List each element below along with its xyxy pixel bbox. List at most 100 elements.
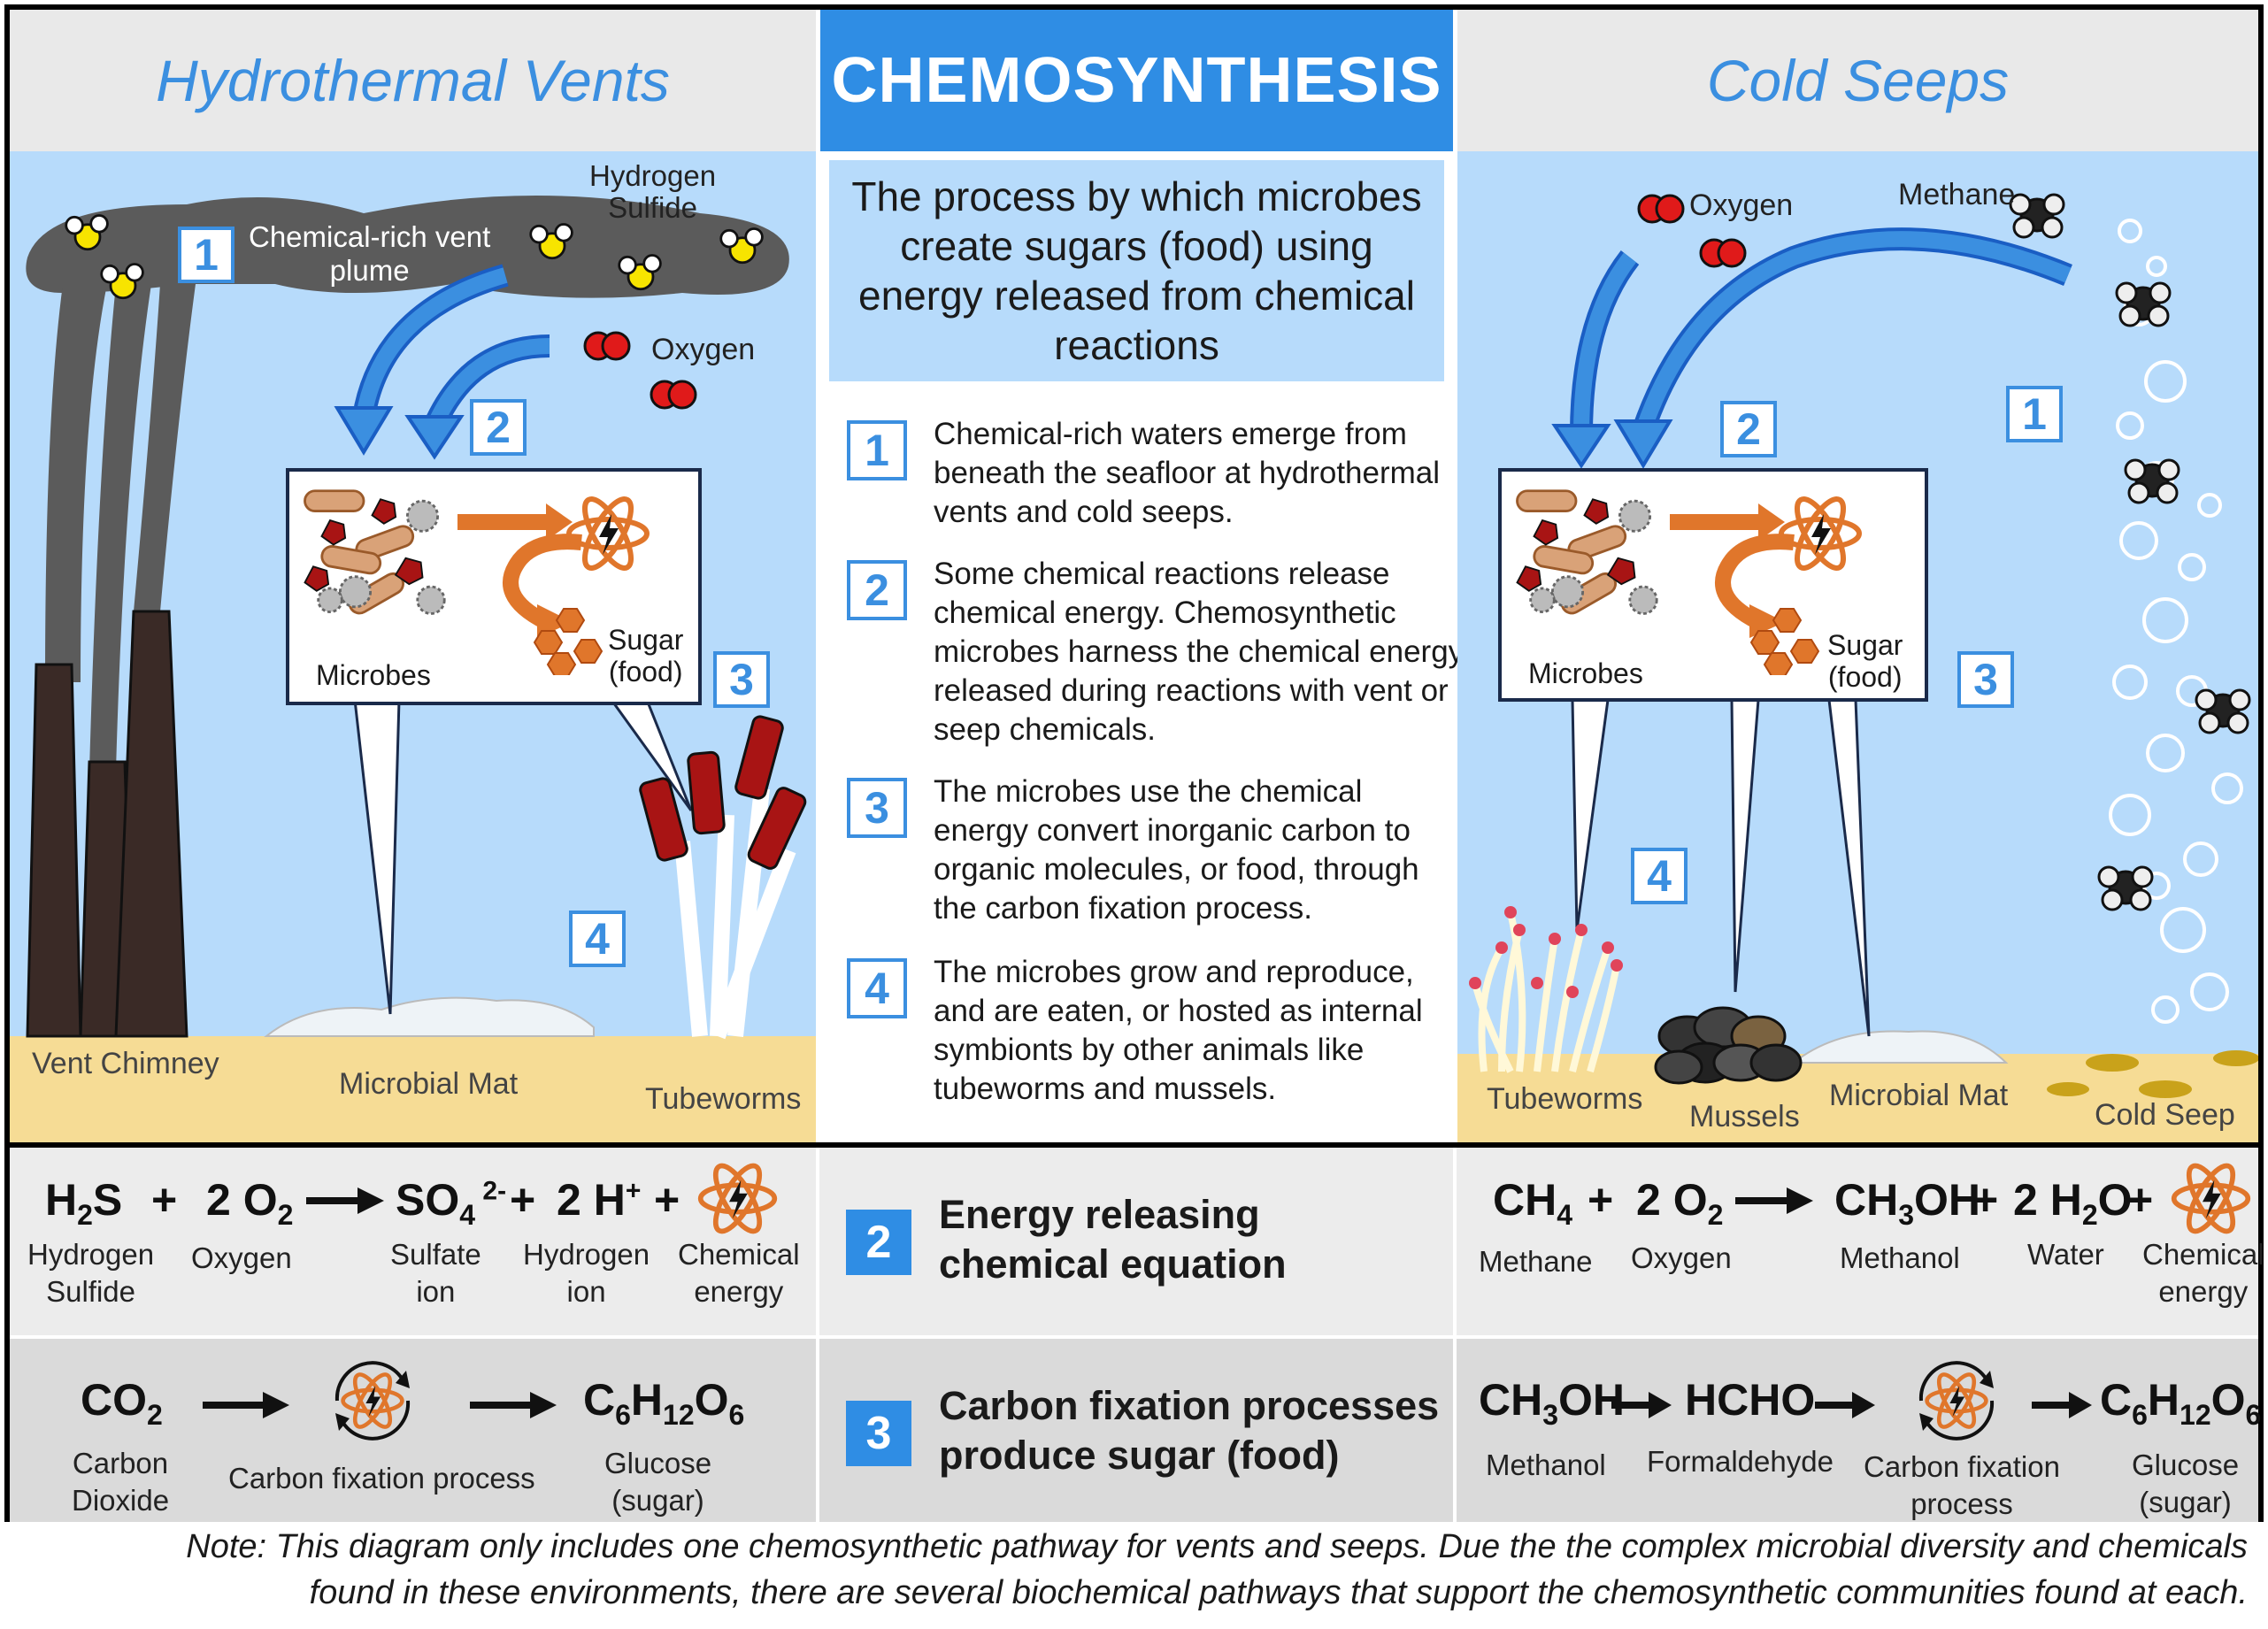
arrow-icon — [1815, 1392, 1875, 1418]
methanol-label: Methanol — [1486, 1448, 1606, 1481]
ch3oh-formula: CH3OH — [1834, 1175, 1981, 1231]
energy-equation-title: Energy releasing chemical equation — [939, 1192, 1287, 1287]
molecule-icon — [616, 249, 665, 298]
microbial-mat-label: Microbial Mat — [339, 1067, 519, 1101]
sugar-hex-icon — [1741, 604, 1829, 675]
chemical-energy-label: Chemical energy — [2142, 1236, 2264, 1310]
callout-pointer-mussels — [1730, 698, 1760, 993]
microbes-label: Microbes — [1528, 657, 1643, 689]
divider-left — [816, 10, 820, 1142]
equation-3-number: 3 — [846, 1401, 911, 1466]
label-line: Sulfate — [390, 1238, 481, 1271]
sugar-label: Sugar (food) — [608, 624, 683, 688]
methanol-label: Methanol — [1840, 1241, 1960, 1274]
vent-chimney-1 — [26, 663, 82, 1038]
glucose-label: Glucose (sugar) — [604, 1445, 711, 1519]
sugar-label-line1: Sugar — [608, 624, 684, 656]
step-3-marker: 3 — [713, 651, 770, 708]
arrow-icon — [1611, 1392, 1672, 1418]
h-ion-formula: 2 H+ — [557, 1175, 642, 1225]
tubeworm-icon — [1472, 911, 1620, 1073]
step-2-number: 2 — [847, 560, 907, 620]
formaldehyde-label: Formaldehyde — [1647, 1445, 1834, 1478]
chemosynthesis-definition: The process by which microbes create sug… — [829, 160, 1444, 381]
hydrogen-sulfide-label-line2: Sulfide — [608, 191, 697, 224]
methane-label: Methane — [1898, 178, 2016, 211]
smoke-stream-3 — [134, 284, 196, 611]
header-left-title: Hydrothermal Vents — [156, 48, 670, 113]
step-2-marker: 2 — [1720, 401, 1777, 457]
energy-equation-row: H2S + 2 O2 SO4 2- + 2 H+ + Hydrogen Sulf… — [10, 1142, 2264, 1335]
step-1-text: Chemical-rich waters emerge from beneath… — [934, 417, 1441, 529]
step-1-marker: 1 — [178, 227, 234, 283]
co2-formula: CO2 — [81, 1375, 163, 1431]
sugar-label-line2: (food) — [608, 656, 683, 688]
header-hydrothermal-vents: Hydrothermal Vents — [10, 10, 816, 151]
step-3-number: 3 — [847, 778, 907, 838]
label-line: energy — [2158, 1275, 2249, 1308]
chemical-energy-label: Chemical energy — [678, 1236, 800, 1310]
label-line: Carbon — [72, 1447, 169, 1479]
atom-energy-icon — [2169, 1156, 2253, 1241]
water-label: Water — [2027, 1238, 2104, 1271]
sugar-label-line1: Sugar — [1827, 629, 1903, 661]
callout-pointer-mat — [1827, 698, 1871, 1037]
plume-label-line1: Chemical-rich vent — [249, 220, 491, 253]
vent-chimney-3 — [114, 610, 188, 1038]
carbon-fixation-row: CO2 C6H12O6 Carbon Dioxide Carbon fixati… — [10, 1335, 2261, 1523]
arrow-icon — [457, 503, 582, 638]
step-3-text: The microbes use the chemical energy con… — [934, 774, 1419, 926]
carbon-fixation-process-label: Carbon fixation process — [1864, 1448, 2060, 1523]
step-2-text: Some chemical reactions release chemical… — [934, 557, 1465, 747]
molecule-icon — [2006, 187, 2068, 240]
hcho-formula: HCHO — [1685, 1375, 1816, 1425]
header-right-title: Cold Seeps — [1706, 48, 2010, 113]
header-cold-seeps: Cold Seeps — [1457, 10, 2258, 151]
step-4-marker: 4 — [1631, 848, 1688, 904]
label-line: Glucose — [604, 1447, 712, 1479]
tubeworms-label: Tubeworms — [645, 1082, 802, 1116]
smoke-stream-2 — [89, 284, 151, 771]
arrow-icon — [203, 1392, 289, 1418]
molecule-icon — [527, 218, 577, 267]
step-4-marker: 4 — [569, 911, 626, 967]
plus-sign: + — [654, 1175, 680, 1225]
arrow-icon — [306, 1187, 384, 1214]
plus-sign: + — [151, 1175, 178, 1225]
label-line: ion — [416, 1275, 456, 1308]
step-3-marker: 3 — [1957, 651, 2014, 708]
callout-pointer-tubeworms — [1571, 698, 1610, 931]
header-chemosynthesis: CHEMOSYNTHESIS — [820, 10, 1453, 151]
plus-sign: + — [510, 1175, 536, 1225]
molecule-icon — [63, 209, 112, 258]
step-2-marker: 2 — [470, 399, 527, 456]
row-divider-right — [1453, 1148, 1457, 1335]
molecule-icon — [2095, 859, 2157, 912]
atom-energy-icon — [696, 1156, 780, 1241]
oxygen-label: Oxygen — [1631, 1241, 1732, 1274]
sugar-hex-icon — [524, 604, 612, 675]
molecule-icon — [580, 328, 634, 364]
mussel-icon — [1654, 1006, 1803, 1085]
plume-label: Chemical-rich vent plume — [249, 220, 490, 288]
molecule-icon — [2112, 275, 2174, 328]
plume-label-line2: plume — [329, 254, 410, 287]
molecule-icon — [98, 257, 148, 307]
molecule-icon — [1634, 191, 1688, 227]
oxygen-label: Oxygen — [651, 333, 756, 366]
label-line: Hydrogen — [523, 1238, 650, 1271]
o2-formula: 2 O2 — [206, 1175, 294, 1231]
seep-scene-illustration — [1469, 219, 2258, 1098]
oxygen-label: Oxygen — [191, 1241, 292, 1274]
molecule-icon — [647, 377, 700, 412]
molecule-icon — [2121, 452, 2183, 505]
diagram-frame: Hydrothermal Vents CHEMOSYNTHESIS Cold S… — [4, 4, 2264, 1522]
label-line: Dioxide — [72, 1484, 170, 1517]
sugar-label-line2: (food) — [1827, 661, 1903, 693]
label-line: Carbon fixation — [1864, 1450, 2060, 1483]
microbe-callout-box: Microbes Sugar (food) — [1498, 468, 1928, 702]
label-line: Chemical — [2142, 1238, 2264, 1271]
footnote-line-2: found in these environments, there are s… — [309, 1574, 2248, 1611]
vent-scene-illustration — [26, 196, 807, 1040]
label-line: energy — [694, 1275, 784, 1308]
